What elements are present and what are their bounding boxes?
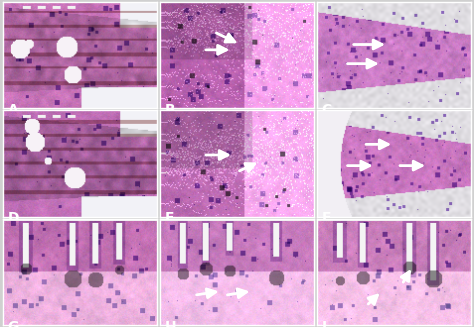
Text: A: A [8, 103, 18, 117]
Text: I: I [321, 320, 327, 327]
Text: F: F [321, 211, 331, 225]
Text: D: D [8, 211, 19, 225]
Text: B: B [164, 103, 175, 117]
Text: G: G [8, 320, 19, 327]
Text: E: E [164, 211, 174, 225]
Text: C: C [321, 103, 332, 117]
Text: H: H [164, 320, 176, 327]
